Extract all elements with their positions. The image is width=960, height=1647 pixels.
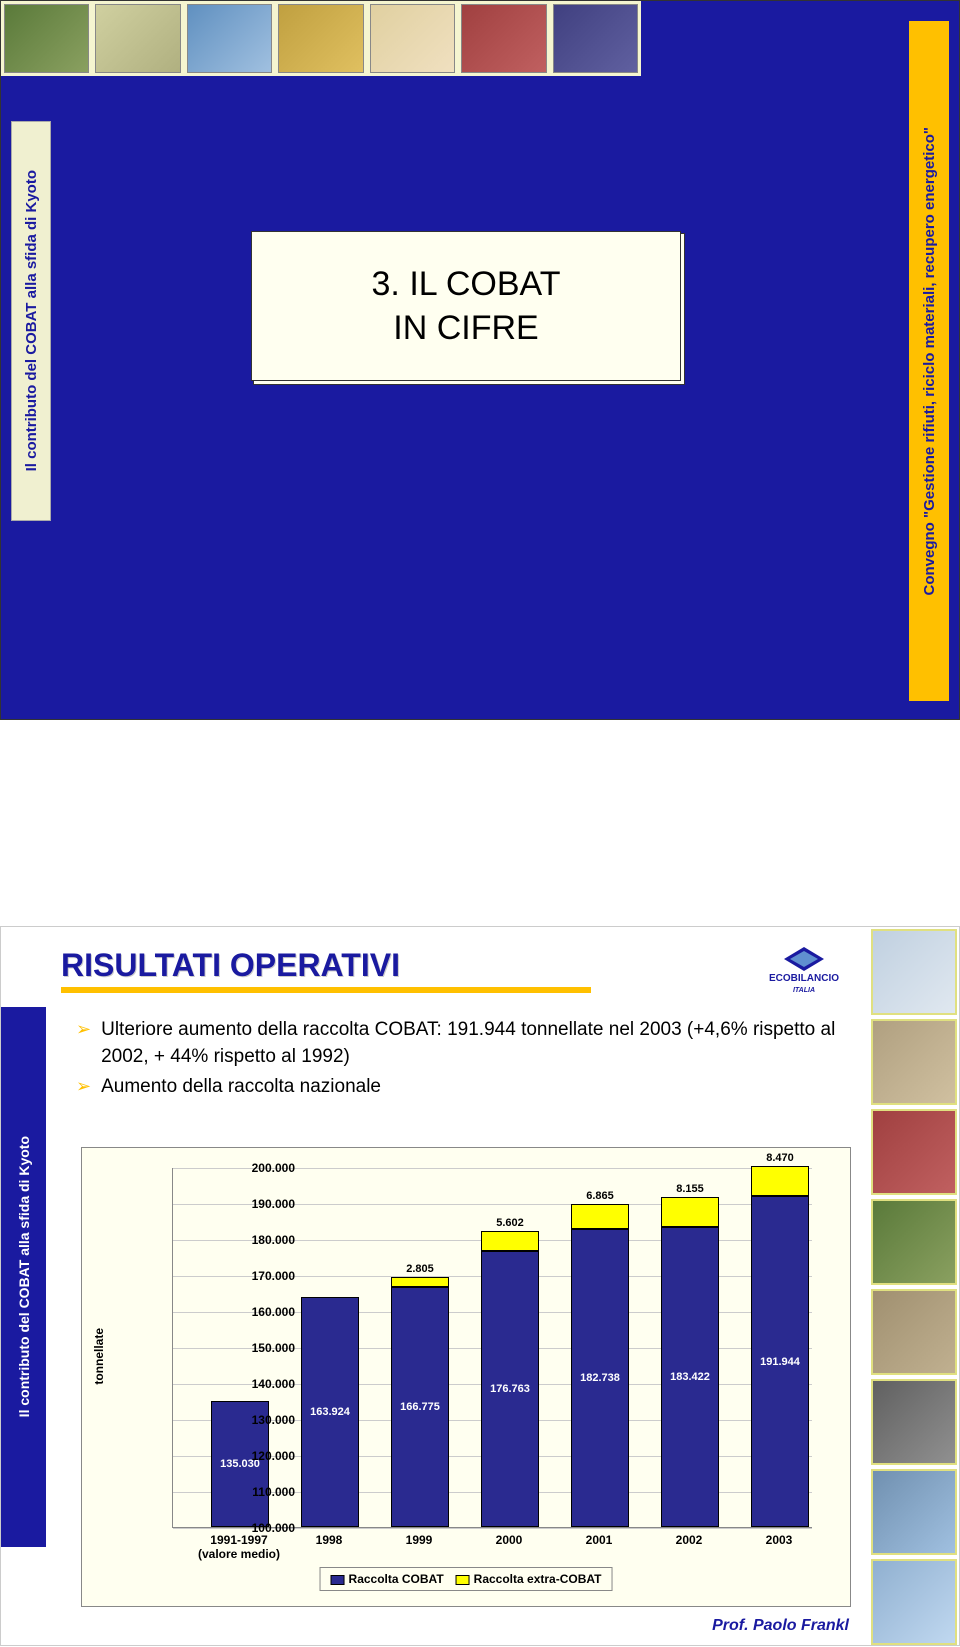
bullets: ➢ Ulteriore aumento della raccolta COBAT…	[76, 1017, 836, 1105]
bar-extra	[661, 1197, 719, 1226]
thumb	[871, 1379, 957, 1465]
bullet-arrow-icon: ➢	[76, 1017, 91, 1042]
x-tick: 1991-1997 (valore medio)	[194, 1533, 284, 1561]
slide-1: Il contributo del COBAT alla sfida di Ky…	[0, 0, 960, 720]
title-box: 3. IL COBAT IN CIFRE	[251, 231, 681, 381]
bar-main-label: 182.738	[572, 1372, 628, 1384]
x-tick: 1999	[374, 1533, 464, 1547]
bullet-row: ➢ Ulteriore aumento della raccolta COBAT…	[76, 1017, 836, 1070]
x-tick: 1998	[284, 1533, 374, 1547]
logo-sub: ITALIA	[793, 987, 815, 994]
title-underline	[61, 987, 591, 993]
footer-author: Prof. Paolo Frankl	[712, 1617, 849, 1635]
right-thumbnails	[869, 927, 959, 1647]
y-tick: 140.000	[252, 1377, 295, 1391]
x-tick: 2002	[644, 1533, 734, 1547]
bar-extra	[481, 1231, 539, 1251]
x-tick: 2000	[464, 1533, 554, 1547]
thumb	[553, 4, 638, 73]
title-line2: IN CIFRE	[393, 309, 538, 347]
x-tick: 2003	[734, 1533, 824, 1547]
y-tick: 120.000	[252, 1449, 295, 1463]
legend-swatch	[456, 1575, 470, 1585]
left-sidebar-text: Il contributo del COBAT alla sfida di Ky…	[16, 1136, 32, 1417]
bullet-text: Aumento della raccolta nazionale	[101, 1074, 381, 1101]
bar-main-label: 166.775	[392, 1401, 448, 1413]
bullet-row: ➢ Aumento della raccolta nazionale	[76, 1074, 836, 1101]
right-sidebar-label: Convegno "Gestione rifiuti, riciclo mate…	[909, 21, 949, 701]
bar-main: 166.775	[391, 1287, 449, 1527]
bar-main: 182.738	[571, 1229, 629, 1527]
thumb	[4, 4, 89, 73]
left-sidebar-label: Il contributo del COBAT alla sfida di Ky…	[11, 121, 51, 521]
bar-main-label: 176.763	[482, 1383, 538, 1395]
thumb	[370, 4, 455, 73]
thumb	[871, 1289, 957, 1375]
title-line1: 3. IL COBAT	[372, 265, 561, 303]
x-tick: 2001	[554, 1533, 644, 1547]
bar-main-label: 191.944	[752, 1356, 808, 1368]
y-tick: 110.000	[252, 1485, 295, 1499]
bar-extra	[751, 1166, 809, 1196]
bar-main: 183.422	[661, 1227, 719, 1527]
legend-label: Raccolta COBAT	[349, 1572, 444, 1586]
thumb	[95, 4, 180, 73]
y-tick: 190.000	[252, 1197, 295, 1211]
thumb	[871, 929, 957, 1015]
chart-legend: Raccolta COBAT Raccolta extra-COBAT	[320, 1567, 613, 1591]
title-text: 3. IL COBAT IN CIFRE	[372, 262, 561, 350]
top-thumbnails	[1, 1, 641, 76]
slide-title: RISULTATI OPERATIVI	[61, 947, 591, 984]
bar-extra	[391, 1277, 449, 1287]
thumb	[278, 4, 363, 73]
thumb	[187, 4, 272, 73]
bar-main-label: 183.422	[662, 1371, 718, 1383]
y-tick: 170.000	[252, 1269, 295, 1283]
y-tick: 180.000	[252, 1233, 295, 1247]
thumb	[871, 1019, 957, 1105]
bar-extra-label: 2.805	[391, 1263, 449, 1275]
left-sidebar-text: Il contributo del COBAT alla sfida di Ky…	[23, 170, 40, 471]
thumb	[871, 1469, 957, 1555]
bar-main-label: 163.924	[302, 1406, 358, 1418]
bar-main: 191.944	[751, 1196, 809, 1527]
bar-extra-label: 6.865	[571, 1190, 629, 1202]
right-sidebar-text: Convegno "Gestione rifiuti, riciclo mate…	[921, 127, 938, 596]
slide-title-wrap: RISULTATI OPERATIVI	[61, 947, 591, 993]
y-tick: 200.000	[252, 1161, 295, 1175]
legend-item: Raccolta COBAT	[331, 1572, 444, 1586]
bullet-text: Ulteriore aumento della raccolta COBAT: …	[101, 1017, 836, 1070]
bar-main: 163.924	[301, 1297, 359, 1527]
bar-extra-label: 5.602	[481, 1217, 539, 1229]
thumb	[871, 1199, 957, 1285]
ecobilancio-logo: ECOBILANCIO ITALIA	[769, 947, 839, 995]
thumb	[871, 1559, 957, 1645]
logo-text: ECOBILANCIO	[769, 973, 839, 984]
left-sidebar-label: Il contributo del COBAT alla sfida di Ky…	[1, 1007, 46, 1547]
bar-main: 176.763	[481, 1251, 539, 1527]
y-tick: 160.000	[252, 1305, 295, 1319]
legend-label: Raccolta extra-COBAT	[474, 1572, 602, 1586]
thumb	[461, 4, 546, 73]
slide-2: Il contributo del COBAT alla sfida di Ky…	[0, 926, 960, 1646]
bar-extra-label: 8.470	[751, 1152, 809, 1164]
bar-extra-label: 8.155	[661, 1183, 719, 1195]
y-tick: 150.000	[252, 1341, 295, 1355]
legend-item: Raccolta extra-COBAT	[456, 1572, 602, 1586]
y-tick: 130.000	[252, 1413, 295, 1427]
legend-swatch	[331, 1575, 345, 1585]
thumb	[871, 1109, 957, 1195]
bar-chart: tonnellate 135.030163.924166.7752.805176…	[81, 1147, 851, 1607]
y-axis-label: tonnellate	[92, 1328, 106, 1385]
bullet-arrow-icon: ➢	[76, 1074, 91, 1099]
bar-extra	[571, 1204, 629, 1229]
